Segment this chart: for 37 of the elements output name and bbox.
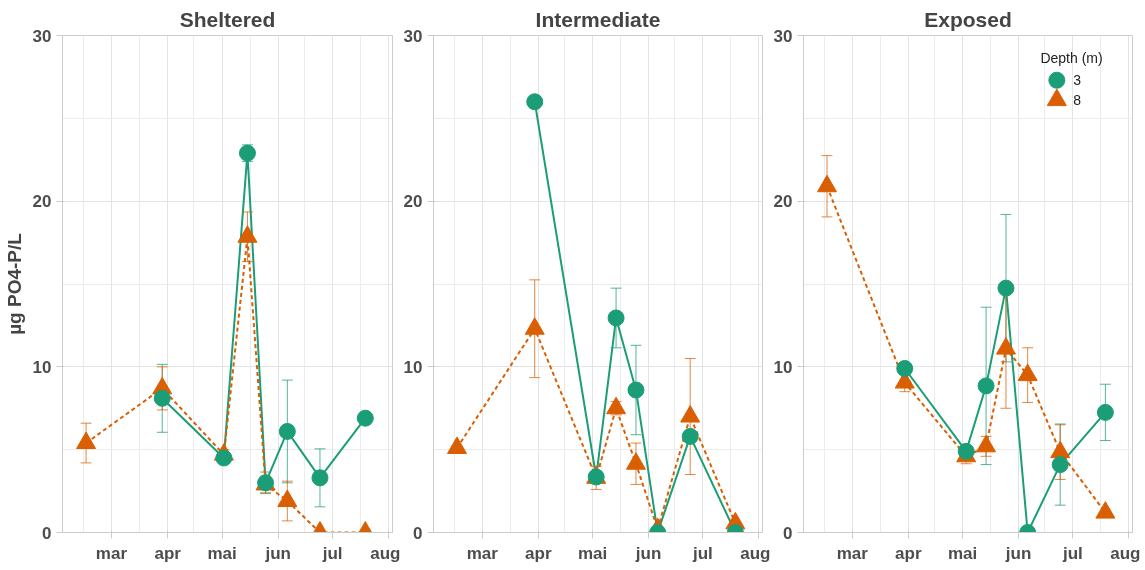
- x-tick-label: mar: [466, 543, 499, 563]
- x-tick-label: apr: [525, 543, 552, 563]
- legend-title: Depth (m): [1040, 50, 1103, 67]
- y-axis-title: µg PO4-P/L: [3, 232, 25, 335]
- chart-title: Sheltered: [179, 7, 276, 31]
- x-tick-label: jun: [634, 543, 662, 563]
- x-tick-label: jul: [321, 543, 343, 563]
- y-tick-label: 20: [403, 192, 423, 212]
- y-tick-label: 10: [32, 357, 52, 377]
- y-tick-label: 10: [773, 357, 793, 377]
- x-tick-label: mai: [577, 543, 608, 563]
- chart-title: Intermediate: [535, 7, 661, 31]
- x-tick-label: mar: [95, 543, 128, 563]
- legend-label: 3: [1073, 72, 1082, 89]
- x-tick-label: aug: [740, 543, 771, 563]
- y-tick-label: 30: [403, 26, 423, 46]
- x-tick-label: jun: [264, 543, 292, 563]
- x-tick-label: jul: [691, 543, 713, 563]
- y-tick-label: 0: [783, 523, 793, 543]
- y-tick-label: 20: [32, 192, 52, 212]
- x-tick-label: aug: [370, 543, 401, 563]
- chart-title: Exposed: [924, 7, 1012, 31]
- x-tick-label: mai: [947, 543, 978, 563]
- y-tick-label: 30: [32, 26, 52, 46]
- y-tick-label: 10: [403, 357, 423, 377]
- x-tick-label: apr: [895, 543, 922, 563]
- y-tick-label: 30: [773, 26, 793, 46]
- legend-label: 8: [1073, 92, 1082, 109]
- x-tick-label: apr: [154, 543, 182, 563]
- x-tick-label: jun: [1004, 543, 1032, 563]
- y-tick-label: 20: [773, 192, 793, 212]
- x-tick-label: mar: [836, 543, 869, 563]
- x-tick-label: aug: [1110, 543, 1141, 563]
- x-tick-label: jul: [1061, 543, 1083, 563]
- y-tick-label: 0: [42, 523, 52, 543]
- y-tick-label: 0: [413, 523, 423, 543]
- x-tick-label: mai: [207, 543, 237, 563]
